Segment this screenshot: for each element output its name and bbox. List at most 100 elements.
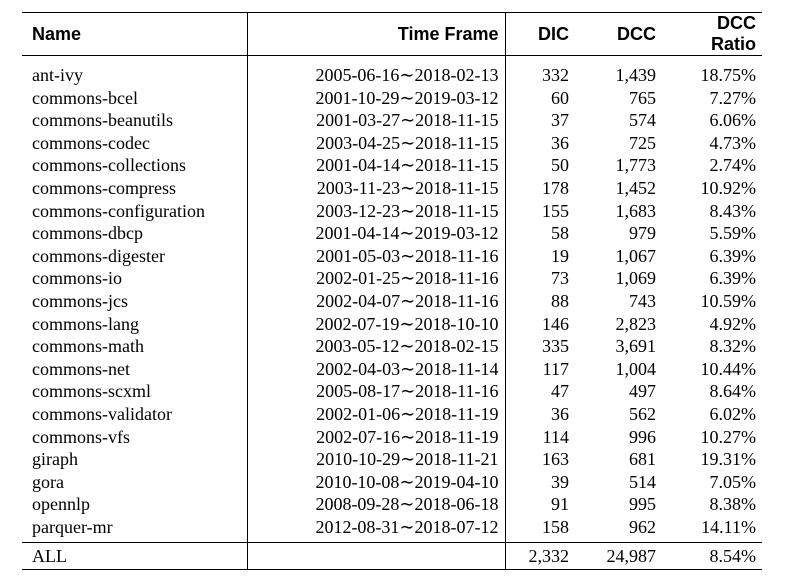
cell-dcc-ratio: 10.59%	[700, 290, 757, 311]
total-dcc-ratio: 8.54%	[662, 542, 762, 571]
cell-time-frame: 2010-10-08∼2019-04-10	[247, 470, 506, 494]
cell-dic: 117	[542, 358, 569, 379]
cell-name: commons-vfs	[22, 425, 248, 449]
table-row: commons-configuration 2003-12-23∼2018-11-…	[22, 199, 762, 223]
cell-dcc: 1,452	[615, 177, 657, 198]
table-row: parquer-mr 2012-08-31∼2018-07-12 158 962 14.…	[22, 515, 762, 543]
cell-dic: 50	[551, 155, 569, 176]
cell-dcc-ratio: 8.43%	[709, 200, 757, 221]
cell-name: commons-net	[22, 357, 248, 381]
cell-time-frame: 2002-04-03∼2018-11-14	[247, 357, 506, 381]
cell-dcc-ratio: 5.59%	[709, 223, 757, 244]
cell-dcc-ratio: 6.02%	[709, 403, 757, 424]
table-total-row: ALL 2,332 24,987 8.54%	[22, 542, 762, 571]
cell-name: parquer-mr	[22, 515, 248, 543]
cell-dic: 19	[551, 245, 569, 266]
cell-time-frame: 2005-08-17∼2018-11-16	[247, 380, 506, 403]
cell-time-frame: 2002-07-16∼2018-11-19	[247, 425, 506, 449]
total-dic: 2,332	[505, 542, 575, 571]
cell-dcc-ratio: 8.64%	[709, 381, 757, 402]
cell-time-frame: 2002-04-07∼2018-11-16	[247, 289, 506, 313]
cell-dcc: 1,439	[615, 65, 657, 85]
table-row: commons-bcel 2001-10-29∼2019-03-12 60 765 7.…	[22, 86, 762, 110]
cell-dcc-ratio: 18.75%	[700, 65, 757, 85]
cell-time-frame: 2002-01-25∼2018-11-16	[247, 267, 506, 290]
cell-time-frame: 2002-01-06∼2018-11-19	[247, 402, 506, 426]
table-row: giraph 2010-10-29∼2018-11-21 163 681 19.31%	[22, 448, 762, 471]
cell-name: opennlp	[22, 493, 248, 516]
table-row: commons-digester 2001-05-03∼2018-11-16 19 1…	[22, 244, 762, 268]
cell-time-frame: 2001-10-29∼2019-03-12	[247, 86, 506, 110]
total-dcc: 24,987	[575, 542, 662, 571]
cell-dcc-ratio: 7.05%	[709, 471, 757, 492]
data-table-container: Name Time Frame DIC DCC DCC Ratio ant-iv…	[22, 12, 762, 571]
cell-dcc: 725	[629, 132, 656, 153]
cell-name: commons-jcs	[22, 289, 248, 313]
table-row: commons-math 2003-05-12∼2018-02-15 335 3,69…	[22, 335, 762, 358]
table-row: gora 2010-10-08∼2019-04-10 39 514 7.05%	[22, 470, 762, 494]
cell-dic: 158	[542, 516, 569, 537]
cell-dcc-ratio: 19.31%	[700, 449, 757, 470]
cell-dcc: 979	[629, 223, 656, 244]
cell-name: commons-collections	[22, 154, 248, 177]
header-dcc-ratio: DCC Ratio	[662, 12, 762, 56]
cell-dcc: 1,773	[615, 155, 657, 176]
cell-dcc: 1,683	[615, 200, 657, 221]
total-time-frame	[247, 542, 506, 571]
cell-dcc-ratio: 14.11%	[701, 516, 756, 537]
table-row: commons-dbcp 2001-04-14∼2019-03-12 58 979 5.…	[22, 222, 762, 245]
cell-name: commons-compress	[22, 176, 248, 200]
cell-dcc: 3,691	[615, 336, 657, 357]
table-header-row: Name Time Frame DIC DCC DCC Ratio	[22, 12, 762, 56]
table-row: commons-collections 2001-04-14∼2018-11-15…	[22, 154, 762, 177]
cell-dic: 114	[542, 426, 569, 447]
cell-name: commons-math	[22, 335, 248, 358]
cell-name: commons-dbcp	[22, 222, 248, 245]
table-row: commons-codec 2003-04-25∼2018-11-15 36 725 4…	[22, 131, 762, 155]
cell-dcc-ratio: 6.39%	[709, 268, 757, 289]
cell-dcc-ratio: 10.27%	[700, 426, 757, 447]
table-body: ant-ivy 2005-06-16∼2018-02-13 332 1,439 18.7…	[22, 55, 762, 543]
cell-dic: 36	[551, 132, 569, 153]
cell-time-frame: 2003-12-23∼2018-11-15	[247, 199, 506, 223]
cell-dic: 91	[551, 494, 569, 515]
cell-dcc-ratio: 4.92%	[709, 313, 757, 334]
cell-dic: 60	[551, 87, 569, 108]
cell-name: commons-codec	[22, 131, 248, 155]
cell-dcc-ratio: 10.44%	[700, 358, 757, 379]
cell-time-frame: 2001-03-27∼2018-11-15	[247, 109, 506, 132]
table-row: commons-io 2002-01-25∼2018-11-16 73 1,069 6.…	[22, 267, 762, 290]
table-row: ant-ivy 2005-06-16∼2018-02-13 332 1,439 18.7…	[22, 55, 762, 87]
cell-time-frame: 2010-10-29∼2018-11-21	[247, 448, 506, 471]
cell-time-frame: 2005-06-16∼2018-02-13	[247, 55, 506, 87]
cell-dcc: 2,823	[615, 313, 657, 334]
cell-dcc-ratio: 6.39%	[709, 245, 757, 266]
cell-time-frame: 2002-07-19∼2018-10-10	[247, 312, 506, 336]
cell-dcc: 1,067	[615, 245, 657, 266]
cell-time-frame: 2001-04-14∼2019-03-12	[247, 222, 506, 245]
cell-dic: 178	[542, 177, 569, 198]
cell-dic: 39	[551, 471, 569, 492]
cell-time-frame: 2008-09-28∼2018-06-18	[247, 493, 506, 516]
cell-name: commons-digester	[22, 244, 248, 268]
cell-name: commons-lang	[22, 312, 248, 336]
table-row: commons-jcs 2002-04-07∼2018-11-16 88 743 10.…	[22, 289, 762, 313]
cell-dic: 37	[551, 110, 569, 131]
cell-dic: 58	[551, 223, 569, 244]
cell-name: commons-bcel	[22, 86, 248, 110]
cell-dic: 155	[542, 200, 569, 221]
cell-time-frame: 2012-08-31∼2018-07-12	[247, 515, 506, 543]
cell-dcc-ratio: 6.06%	[709, 110, 757, 131]
header-dic: DIC	[505, 12, 575, 56]
cell-dcc-ratio: 2.74%	[709, 155, 757, 176]
cell-dcc: 514	[629, 471, 656, 492]
cell-time-frame: 2003-11-23∼2018-11-15	[247, 176, 506, 200]
cell-name: commons-io	[22, 267, 248, 290]
cell-dcc: 962	[629, 516, 656, 537]
cell-dic: 163	[542, 449, 569, 470]
cell-dcc-ratio: 4.73%	[709, 132, 757, 153]
cell-dcc: 574	[629, 110, 656, 131]
cell-dic: 332	[542, 65, 569, 85]
cell-name: ant-ivy	[22, 55, 248, 87]
cell-time-frame: 2003-05-12∼2018-02-15	[247, 335, 506, 358]
